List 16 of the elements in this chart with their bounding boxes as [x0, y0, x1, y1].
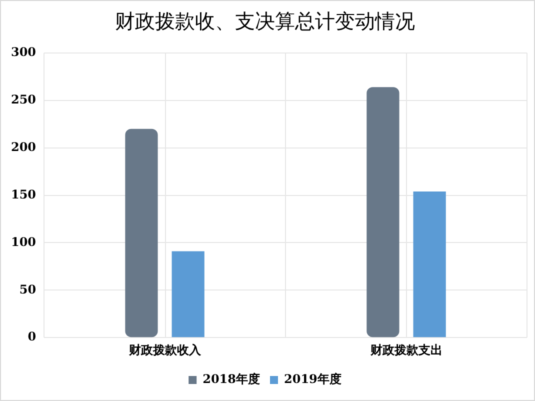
y-tick-label: 300 [10, 45, 36, 60]
legend-label: 2019年度 [284, 372, 342, 386]
y-tick-label: 0 [28, 330, 36, 344]
bar [366, 87, 400, 338]
y-tick-label: 150 [10, 187, 36, 202]
x-tick-label: 财政拨款收入 [128, 342, 202, 357]
y-tick-label: 250 [10, 92, 36, 107]
chart-title: 财政拨款收、支决算总计变动情况 [115, 9, 415, 34]
bar [413, 192, 446, 338]
y-tick-label: 200 [10, 140, 36, 154]
x-tick-label: 财政拨款支出 [369, 342, 442, 357]
y-tick-label: 50 [19, 282, 36, 296]
bar [125, 128, 158, 338]
y-tick-label: 100 [10, 234, 36, 249]
legend-label: 2018年度 [202, 372, 260, 386]
bar [172, 251, 204, 338]
